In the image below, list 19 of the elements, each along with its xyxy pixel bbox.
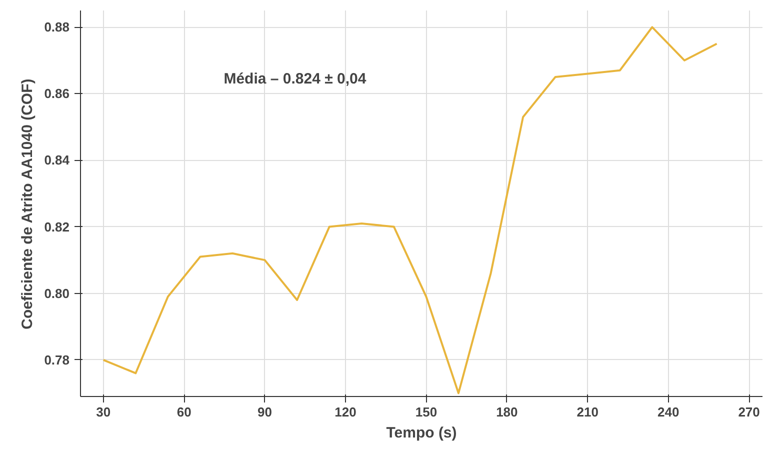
y-axis-title: Coeficiente de Atrito AA1040 (COF) <box>19 78 36 330</box>
x-tick-label: 180 <box>496 404 518 420</box>
x-tick-label: 30 <box>96 404 111 420</box>
x-tick-label: 60 <box>176 404 192 420</box>
x-axis-title: Tempo (s) <box>386 424 457 442</box>
x-tick-label: 90 <box>258 404 272 420</box>
y-tick-label: 0.82 <box>44 219 70 234</box>
y-tick-label: 0.88 <box>44 20 70 35</box>
x-tick-label: 150 <box>415 404 438 420</box>
x-tick-label: 240 <box>657 404 680 420</box>
x-tick-label: 270 <box>738 404 760 420</box>
annotation: Média – 0.824 ± 0,04 <box>224 70 367 88</box>
line-series <box>102 26 718 394</box>
y-tick-label: 0.84 <box>44 152 70 168</box>
y-tick-label: 0.86 <box>44 86 70 102</box>
x-tick-label: 120 <box>334 404 356 420</box>
y-tick-label: 0.80 <box>44 286 70 301</box>
x-tick-label: 210 <box>576 404 598 420</box>
y-tick-label: 0.78 <box>44 352 70 368</box>
